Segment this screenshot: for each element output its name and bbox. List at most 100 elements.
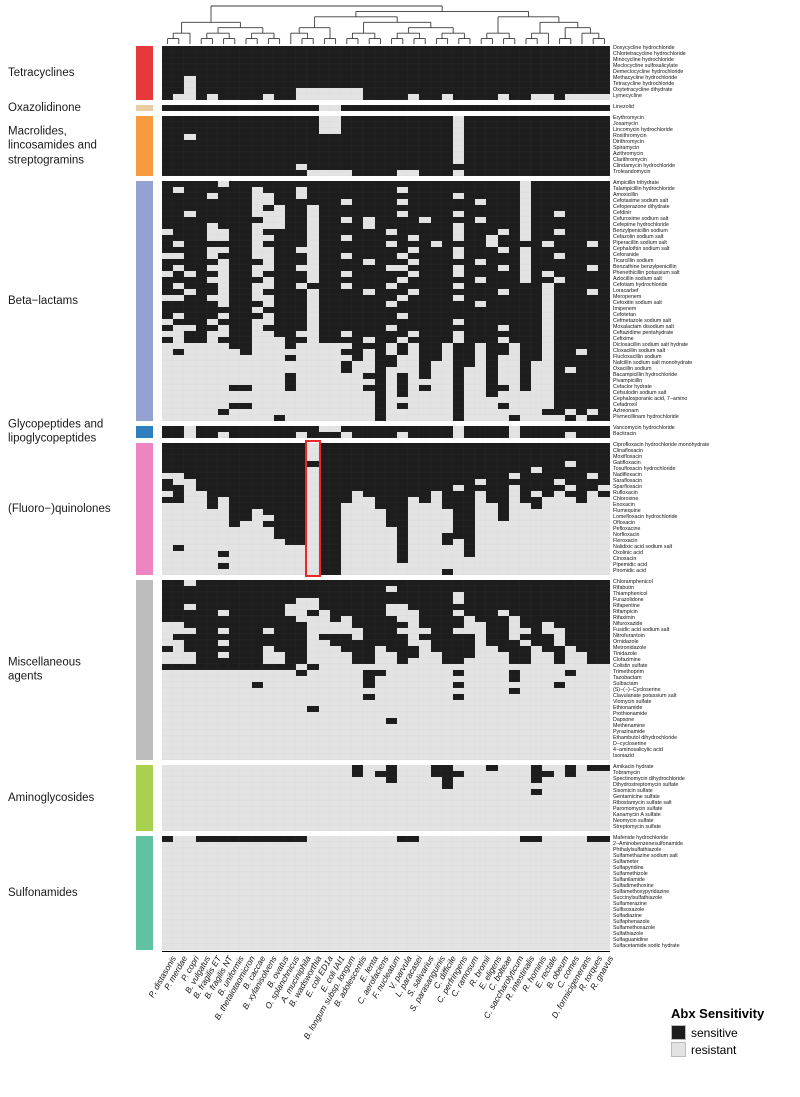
heatmap-cell <box>598 616 610 622</box>
heatmap-cell <box>564 730 576 736</box>
heatmap-cell <box>419 551 431 557</box>
heatmap-cell <box>531 199 543 205</box>
heatmap-cell <box>341 521 353 527</box>
heatmap-cell <box>262 730 274 736</box>
heatmap-cell <box>374 515 386 521</box>
heatmap-cell <box>464 628 476 634</box>
heatmap-cell <box>352 670 364 676</box>
heatmap-cell <box>553 301 565 307</box>
heatmap-cell <box>318 563 330 569</box>
heatmap-cell <box>329 409 341 415</box>
heatmap-cell <box>363 658 375 664</box>
heatmap-cell <box>564 385 576 391</box>
heatmap-cell <box>195 664 207 670</box>
heatmap-cell <box>262 415 274 421</box>
heatmap-cell <box>508 592 520 598</box>
heatmap-cell <box>296 580 308 586</box>
heatmap-cell <box>486 432 498 438</box>
heatmap-cell <box>374 664 386 670</box>
heatmap-cell <box>240 598 252 604</box>
heatmap-cell <box>486 622 498 628</box>
heatmap-cell <box>396 497 409 503</box>
heatmap-cell <box>173 415 185 421</box>
heatmap-cell <box>251 586 263 592</box>
heatmap-cell <box>497 473 509 479</box>
heatmap-cell <box>173 777 185 783</box>
heatmap-cell <box>575 551 588 557</box>
heatmap-cell <box>273 491 286 497</box>
heatmap-cell <box>329 479 341 485</box>
heatmap-cell <box>441 229 453 235</box>
heatmap-cell <box>296 783 308 789</box>
row-label: Methenamine <box>613 723 646 730</box>
heatmap-cell <box>497 409 509 415</box>
row-label: Pefloxacine <box>613 526 641 533</box>
heatmap-cell <box>396 265 409 271</box>
heatmap-cell <box>206 473 218 479</box>
heatmap-cell <box>396 801 409 807</box>
heatmap-cell <box>352 586 364 592</box>
heatmap-cell <box>430 283 442 289</box>
heatmap-cell <box>285 88 297 94</box>
row-label: 4−aminosalicylic acid <box>613 747 663 754</box>
heatmap-cell <box>520 277 532 283</box>
heatmap-cell <box>251 503 263 509</box>
heatmap-cell <box>419 688 431 694</box>
heatmap-cell <box>307 385 319 391</box>
heatmap-cell <box>475 211 487 217</box>
heatmap-cell <box>520 580 532 586</box>
heatmap-cell <box>329 676 341 682</box>
heatmap-cell <box>419 46 431 52</box>
heatmap-cell <box>408 64 420 70</box>
heatmap-cell <box>296 539 308 545</box>
heatmap-cell <box>385 592 397 598</box>
heatmap-cell <box>542 455 554 461</box>
heatmap-cell <box>419 170 431 176</box>
heatmap-cell <box>217 331 230 337</box>
heatmap-cell <box>318 193 330 199</box>
heatmap-cell <box>341 277 353 283</box>
heatmap-cell <box>587 503 599 509</box>
heatmap-cell <box>352 76 364 82</box>
heatmap-cell <box>273 694 286 700</box>
heatmap-cell <box>285 801 297 807</box>
heatmap-cell <box>162 712 174 718</box>
heatmap-cell <box>475 134 487 140</box>
heatmap-cell <box>419 610 431 616</box>
heatmap-cell <box>553 325 565 331</box>
heatmap-cell <box>341 283 353 289</box>
heatmap-cell <box>318 247 330 253</box>
heatmap-cell <box>553 622 565 628</box>
heatmap-cell <box>452 373 465 379</box>
heatmap-cell <box>475 563 487 569</box>
heatmap-cell <box>497 58 509 64</box>
heatmap-cell <box>273 235 286 241</box>
heatmap-cell <box>441 491 453 497</box>
heatmap-cell <box>184 616 196 622</box>
heatmap-cell <box>341 569 353 575</box>
heatmap-cell <box>240 765 252 771</box>
heatmap-cell <box>195 724 207 730</box>
heatmap-cell <box>374 646 386 652</box>
heatmap-cell <box>285 551 297 557</box>
heatmap-cell <box>587 271 599 277</box>
heatmap-cell <box>307 461 319 467</box>
heatmap-cell <box>553 229 565 235</box>
heatmap-cell <box>273 229 286 235</box>
heatmap-cell <box>408 361 420 367</box>
row-label: Cefazolin sodium salt <box>613 234 664 241</box>
heatmap-cell <box>419 325 431 331</box>
heatmap-cell <box>441 479 453 485</box>
heatmap-cell <box>486 403 498 409</box>
heatmap-cell <box>520 229 532 235</box>
heatmap-cell <box>363 467 375 473</box>
heatmap-cell <box>520 164 532 170</box>
heatmap-cell <box>206 70 218 76</box>
heatmap-cell <box>307 379 319 385</box>
heatmap-cell <box>441 46 453 52</box>
heatmap-cell <box>184 783 196 789</box>
heatmap-cell <box>508 58 520 64</box>
heatmap-cell <box>173 152 185 158</box>
heatmap-cell <box>598 271 610 277</box>
heatmap-cell <box>396 670 409 676</box>
